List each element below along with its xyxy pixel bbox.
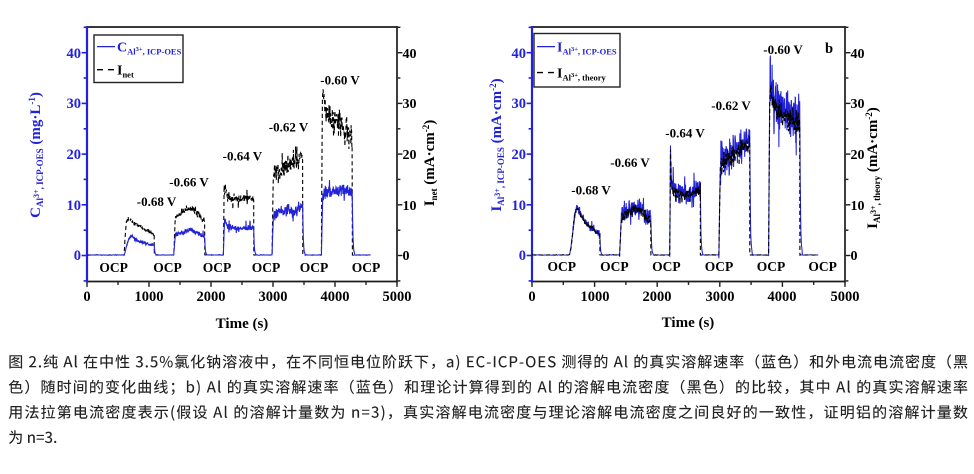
svg-text:OCP: OCP <box>757 259 786 274</box>
svg-text:40: 40 <box>403 47 417 62</box>
svg-text:OCP: OCP <box>252 260 281 275</box>
svg-text:-0.62 V: -0.62 V <box>269 120 309 135</box>
svg-text:0: 0 <box>403 249 410 264</box>
svg-text:-0.60 V: -0.60 V <box>320 73 360 88</box>
svg-text:2000: 2000 <box>197 289 226 305</box>
svg-text:-0.62 V: -0.62 V <box>711 98 751 113</box>
svg-text:3000: 3000 <box>259 289 288 305</box>
svg-text:40: 40 <box>67 46 82 62</box>
svg-text:10: 10 <box>512 198 527 214</box>
svg-text:0: 0 <box>851 249 858 264</box>
svg-text:5000: 5000 <box>383 289 412 305</box>
svg-text:-0.66 V: -0.66 V <box>610 155 650 170</box>
svg-text:3000: 3000 <box>706 289 735 305</box>
svg-text:OCP: OCP <box>652 259 681 274</box>
svg-text:30: 30 <box>67 96 82 112</box>
svg-text:b: b <box>825 41 833 57</box>
svg-text:-0.66 V: -0.66 V <box>169 175 209 190</box>
svg-text:-0.60 V: -0.60 V <box>763 42 803 57</box>
svg-text:-0.68 V: -0.68 V <box>137 194 177 209</box>
svg-text:20: 20 <box>403 148 417 163</box>
svg-text:Time (s): Time (s) <box>662 315 715 331</box>
svg-text:10: 10 <box>67 198 82 214</box>
svg-text:OCP: OCP <box>705 259 734 274</box>
svg-text:0: 0 <box>74 248 81 264</box>
svg-text:40: 40 <box>512 46 527 62</box>
svg-text:20: 20 <box>512 147 527 163</box>
svg-text:10: 10 <box>851 199 865 214</box>
svg-text:Inet (mA·cm-2): Inet (mA·cm-2) <box>421 120 439 207</box>
svg-text:OCP: OCP <box>808 259 837 274</box>
svg-text:2000: 2000 <box>643 289 672 305</box>
svg-text:0: 0 <box>519 248 526 264</box>
svg-text:10: 10 <box>403 199 417 214</box>
svg-text:OCP: OCP <box>548 259 577 274</box>
svg-text:30: 30 <box>403 97 417 112</box>
svg-text:20: 20 <box>67 147 82 163</box>
svg-text:30: 30 <box>851 97 865 112</box>
svg-text:-0.64 V: -0.64 V <box>223 149 263 164</box>
svg-text:0: 0 <box>83 289 90 305</box>
svg-text:OCP: OCP <box>153 260 182 275</box>
svg-text:4000: 4000 <box>321 289 350 305</box>
svg-text:-0.64 V: -0.64 V <box>665 126 705 141</box>
svg-text:OCP: OCP <box>352 260 381 275</box>
svg-text:5000: 5000 <box>831 289 860 305</box>
svg-text:OCP: OCP <box>99 260 128 275</box>
svg-text:OCP: OCP <box>600 259 629 274</box>
svg-text:Time (s): Time (s) <box>216 316 269 332</box>
svg-text:40: 40 <box>851 47 865 62</box>
svg-text:OCP: OCP <box>300 260 329 275</box>
svg-text:1000: 1000 <box>581 289 610 305</box>
svg-text:-0.68 V: -0.68 V <box>571 183 611 198</box>
svg-text:20: 20 <box>851 148 865 163</box>
svg-text:4000: 4000 <box>768 289 797 305</box>
svg-text:0: 0 <box>528 289 535 305</box>
svg-text:30: 30 <box>512 96 527 112</box>
svg-text:1000: 1000 <box>135 289 164 305</box>
svg-text:OCP: OCP <box>203 260 232 275</box>
